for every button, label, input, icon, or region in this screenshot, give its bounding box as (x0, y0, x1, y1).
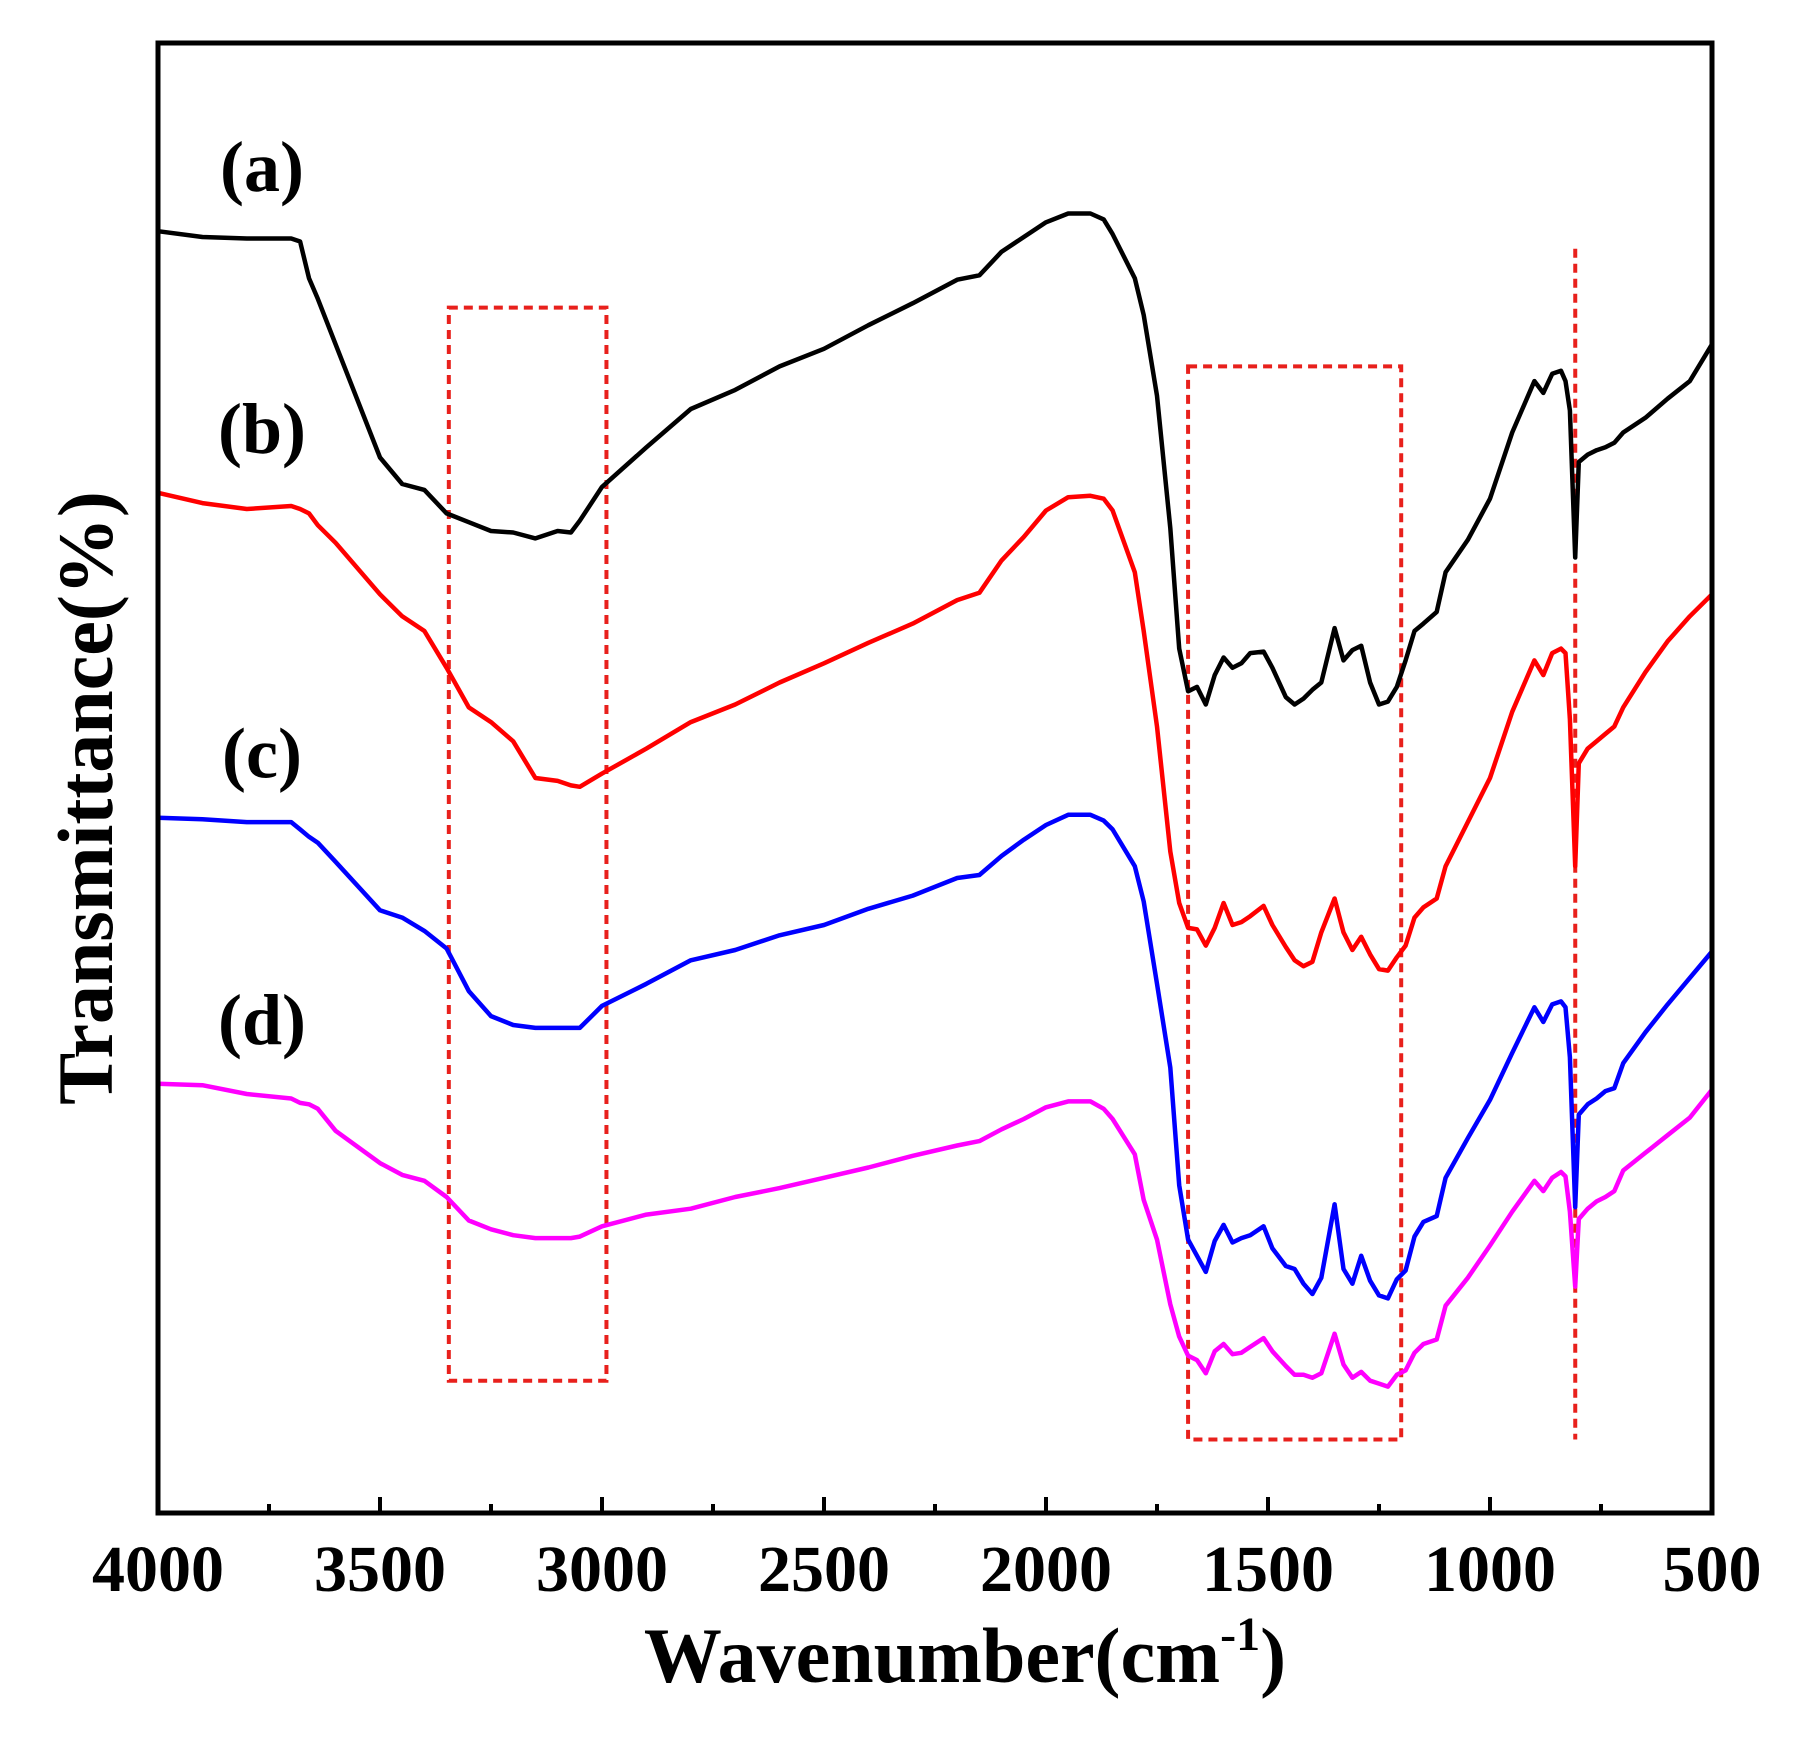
x-tick-label: 1500 (1202, 1533, 1334, 1606)
series-line-c (155, 812, 1715, 1301)
series-line-d (155, 1081, 1715, 1389)
x-tick-label: 3500 (314, 1533, 446, 1606)
plot-frame (155, 40, 1715, 1516)
x-axis-ticks (156, 1497, 1714, 1513)
x-axis-title-main: Wavenumber(cm (644, 1612, 1220, 1699)
series-line-b (155, 490, 1715, 973)
highlight-box-2 (1186, 364, 1404, 1442)
series-label-c: (c) (222, 714, 302, 794)
series-label-a: (a) (220, 127, 304, 207)
series-label-b: (b) (218, 389, 306, 469)
x-axis-title-close: ) (1260, 1612, 1286, 1699)
x-axis-tick-labels: 4000 3500 3000 2500 2000 1500 1000 500 (92, 1533, 1762, 1606)
x-tick-label: 3000 (536, 1533, 668, 1606)
x-axis-title-superscript: -1 (1220, 1608, 1260, 1661)
x-axis-title: Wavenumber(cm-1) (644, 1608, 1286, 1699)
plot-content: (a) (b) (c) (d) (155, 127, 1715, 1442)
y-axis-title: Transmittance(%) (42, 491, 129, 1105)
x-tick-label: 2500 (758, 1533, 890, 1606)
x-tick-label: 500 (1663, 1533, 1762, 1606)
x-tick-label: 4000 (92, 1533, 224, 1606)
x-tick-label: 2000 (980, 1533, 1112, 1606)
highlight-box-1 (446, 305, 609, 1383)
series-label-d: (d) (218, 980, 306, 1060)
series-line-a (155, 211, 1715, 707)
x-tick-label: 1000 (1424, 1533, 1556, 1606)
